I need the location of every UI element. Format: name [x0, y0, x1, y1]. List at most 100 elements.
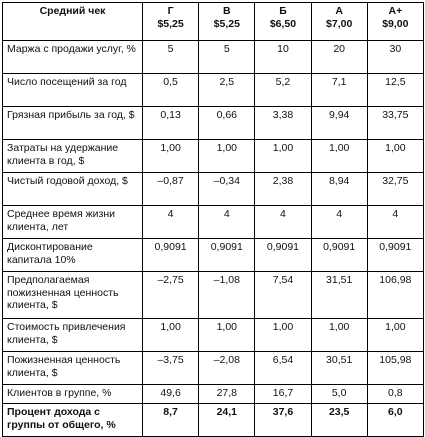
row-label: Клиентов в группе, % — [2, 384, 143, 404]
segment-header: Г $5,25 — [141, 2, 200, 41]
row-label: Среднее время жизни клиента, лет — [2, 205, 143, 239]
table-row: Среднее время жизни клиента, лет 4 4 4 4 4 — [2, 205, 424, 239]
cell-value: 37,6 — [254, 403, 312, 437]
cell-value: 7,1 — [310, 73, 368, 107]
table-row: Маржа с продажи услуг, % 5 5 10 20 30 — [2, 40, 424, 74]
cell-value: 4 — [254, 205, 312, 239]
cell-value: 1,00 — [198, 139, 256, 173]
cell-value: 8,94 — [310, 172, 368, 206]
cell-value: 23,5 — [310, 403, 368, 437]
cell-value: 16,7 — [254, 384, 312, 404]
cell-value: –0,87 — [141, 172, 200, 206]
table-row: Грязная прибыль за год, $0,13 0,66 3,38 9,9… — [2, 106, 424, 140]
table-body: Маржа с продажи услуг, % 5 5 10 20 30 Число по… — [2, 40, 424, 437]
cell-value: 0,9091 — [366, 238, 424, 272]
cell-value: 4 — [310, 205, 368, 239]
cell-value: 5,2 — [254, 73, 312, 107]
cell-value: 0,9091 — [198, 238, 256, 272]
segment-grade: Б — [279, 5, 287, 17]
cell-value: 5 — [198, 40, 256, 74]
row-label: Чистый годовой доход, $ — [2, 172, 143, 206]
table-row: Процент дохода с группы от общего, % 8,7 2… — [2, 403, 424, 437]
segment-price: $5,25 — [157, 18, 184, 30]
cell-value: 1,00 — [254, 139, 312, 173]
cell-value: 0,9091 — [254, 238, 312, 272]
segment-header: А+ $9,00 — [366, 2, 424, 41]
segment-header: В $5,25 — [198, 2, 256, 41]
cell-value: 0,9091 — [141, 238, 200, 272]
cell-value: 1,00 — [310, 139, 368, 173]
row-label: Дисконтирование капитала 10% — [2, 238, 143, 272]
cell-value: 10 — [254, 40, 312, 74]
cell-value: 1,00 — [141, 139, 200, 173]
segment-grade: Г — [167, 5, 174, 17]
row-label: Затраты на удержание клиента в год, $ — [2, 139, 143, 173]
cell-value: 12,5 — [366, 73, 424, 107]
cell-value: 1,00 — [141, 318, 200, 352]
row-label: Маржа с продажи услуг, % — [2, 40, 143, 74]
cell-value: 32,75 — [366, 172, 424, 206]
segment-grade: В — [222, 5, 231, 17]
cell-value: 5 — [141, 40, 200, 74]
cell-value: 27,8 — [198, 384, 256, 404]
cell-value: 2,5 — [198, 73, 256, 107]
table-row: Предполагаемая пожизненная ценность клие… — [2, 271, 424, 319]
cell-value: 0,66 — [198, 106, 256, 140]
segment-header: А $7,00 — [310, 2, 368, 41]
cell-value: 0,8 — [366, 384, 424, 404]
cell-value: 4 — [366, 205, 424, 239]
cell-value: 1,00 — [254, 318, 312, 352]
row-label: Число посещений за год — [2, 73, 143, 107]
cell-value: –2,08 — [198, 351, 256, 385]
segment-price: $7,00 — [326, 18, 353, 30]
table-row: Пожизненная ценность клиента, $ –3,75 –2,0… — [2, 351, 424, 385]
cell-value: 5,0 — [310, 384, 368, 404]
cell-value: 30 — [366, 40, 424, 74]
cell-value: 0,5 — [141, 73, 200, 107]
cell-value: 24,1 — [198, 403, 256, 437]
cell-value: 105,98 — [366, 351, 424, 385]
cell-value: 106,98 — [366, 271, 424, 319]
segment-grade: А — [335, 5, 343, 17]
table-row: Чистый годовой доход, $ –0,87 –0,34 2,38 8,9… — [2, 172, 424, 206]
cell-value: –2,75 — [141, 271, 200, 319]
header-row: Средний чек Г $5,25 В $5,25 Б $6,50 А $7,00 … — [2, 2, 424, 41]
table-row: Клиентов в группе, % 49,6 27,8 16,7 5,0 0,8 — [2, 384, 424, 404]
row-label: Пожизненная ценность клиента, $ — [2, 351, 143, 385]
cell-value: 3,38 — [254, 106, 312, 140]
cell-value: 9,94 — [310, 106, 368, 140]
cell-value: 1,00 — [310, 318, 368, 352]
table-row: Дисконтирование капитала 10% 0,9091 0,9091… — [2, 238, 424, 272]
row-label: Процент дохода с группы от общего, % — [2, 403, 143, 437]
cell-value: 31,51 — [310, 271, 368, 319]
cell-value: 7,54 — [254, 271, 312, 319]
cell-value: 0,9091 — [310, 238, 368, 272]
cell-value: –1,08 — [198, 271, 256, 319]
cell-value: 1,00 — [366, 318, 424, 352]
cell-value: 30,51 — [310, 351, 368, 385]
cell-value: 0,13 — [141, 106, 200, 140]
cell-value: 2,38 — [254, 172, 312, 206]
row-label: Предполагаемая пожизненная ценность клие… — [2, 271, 143, 319]
segment-price: $6,50 — [269, 18, 297, 30]
cell-value: 49,6 — [141, 384, 200, 404]
row-label: Стоимость привлечения клиента, $ — [2, 318, 143, 352]
segment-price: $9,00 — [382, 18, 409, 30]
cell-value: 4 — [198, 205, 256, 239]
table-row: Число посещений за год 0,5 2,5 5,2 7,1 12,5 — [2, 73, 424, 107]
cell-value: 6,54 — [254, 351, 312, 385]
cell-value: 1,00 — [198, 318, 256, 352]
table-row: Стоимость привлечения клиента, $1,00 1,00… — [2, 318, 424, 352]
cell-value: –0,34 — [198, 172, 256, 206]
segment-price: $5,25 — [213, 18, 240, 30]
row-label: Грязная прибыль за год, $ — [2, 106, 143, 140]
cell-value: 20 — [310, 40, 368, 74]
table-row: Затраты на удержание клиента в год, $1,0… — [2, 139, 424, 173]
cell-value: –3,75 — [141, 351, 200, 385]
segment-header: Б $6,50 — [254, 2, 312, 41]
cell-value: 8,7 — [141, 403, 200, 437]
segment-grade: А+ — [388, 5, 403, 17]
cell-value: 4 — [141, 205, 200, 239]
cell-value: 1,00 — [366, 139, 424, 173]
